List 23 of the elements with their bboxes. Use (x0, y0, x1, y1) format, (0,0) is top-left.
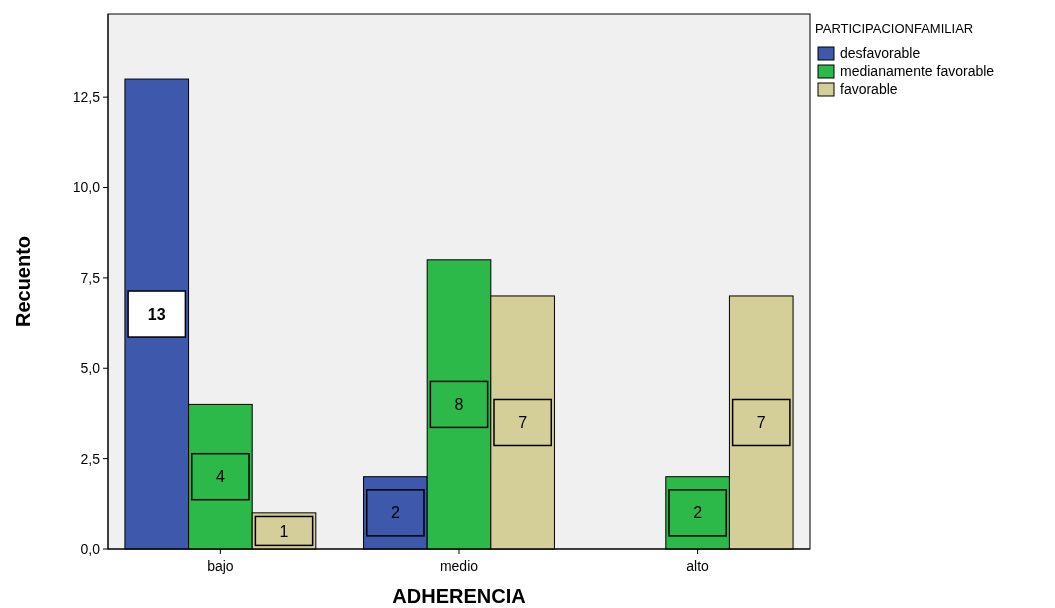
x-tick-label: alto (686, 558, 710, 574)
data-label: 7 (518, 414, 528, 432)
legend-label: medianamente favorable (840, 63, 995, 79)
legend-label: desfavorable (840, 45, 921, 61)
y-axis-title: Recuento (12, 235, 34, 328)
legend-title: PARTICIPACIONFAMILIAR (815, 21, 974, 36)
legend-label: favorable (840, 81, 898, 97)
x-tick-label: medio (439, 558, 479, 574)
y-tick-label: 10,0 (72, 179, 101, 196)
y-tick-label: 5,0 (80, 360, 101, 377)
data-label: 4 (215, 468, 225, 486)
y-tick-label: 7,5 (80, 269, 101, 286)
y-tick-label: 2,5 (80, 450, 101, 467)
y-tick-label: 0,0 (80, 540, 101, 557)
data-label: 13 (147, 305, 166, 323)
data-label: 8 (454, 396, 464, 414)
data-label: 2 (693, 504, 703, 522)
data-label: 7 (756, 414, 766, 432)
data-label: 1 (279, 522, 289, 540)
x-tick-label: bajo (207, 558, 234, 574)
y-tick-label: 12,5 (72, 89, 101, 106)
data-label: 2 (390, 504, 400, 522)
x-axis-title: ADHERENCIA (392, 585, 526, 607)
